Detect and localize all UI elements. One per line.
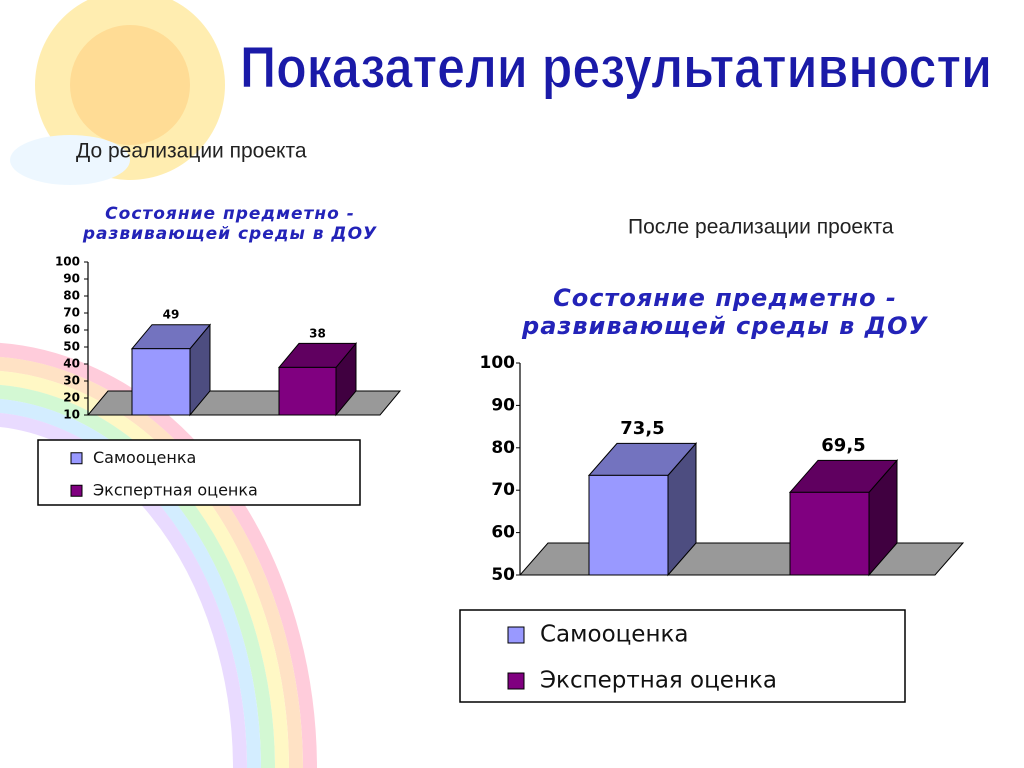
y-tick-label: 40: [63, 357, 80, 371]
y-tick-label: 30: [63, 374, 80, 388]
bar: [278, 366, 337, 416]
y-tick-label: 60: [491, 523, 515, 543]
chart-title-box: Состояние предметно - развивающей среды …: [82, 205, 378, 244]
caption: После реализации проекта: [628, 216, 894, 239]
bar: [131, 348, 191, 416]
bar: [789, 491, 870, 576]
y-tick-label: 100: [480, 353, 516, 373]
y-tick-label: 60: [63, 323, 80, 337]
legend-swatch: [70, 452, 83, 465]
slide-title: Показатели результативности: [240, 35, 992, 100]
y-tick-label: 10: [63, 408, 80, 422]
value-label: 73,5: [620, 418, 664, 439]
caption: До реализации проекта: [76, 140, 307, 163]
chart-title: Состояние предметно - развивающей среды …: [82, 205, 378, 244]
bar: [588, 474, 669, 576]
y-tick-label: 80: [63, 289, 80, 303]
y-tick-label: 50: [63, 340, 80, 354]
legend-swatch: [507, 626, 525, 644]
y-tick-label: 90: [63, 272, 80, 286]
legend-swatch: [70, 484, 83, 497]
y-tick-label: 20: [63, 391, 80, 405]
y-tick-label: 70: [491, 480, 515, 500]
value-label: 38: [309, 326, 326, 340]
y-tick-label: 50: [491, 565, 515, 585]
chart-title-box: Состояние предметно - развивающей среды …: [522, 285, 928, 340]
y-tick-label: 90: [491, 395, 515, 415]
legend-label: Экспертная оценка: [93, 480, 258, 499]
y-tick-label: 100: [55, 255, 80, 269]
legend-label: Самооценка: [540, 622, 688, 648]
value-label: 49: [163, 308, 180, 322]
y-tick-label: 70: [63, 306, 80, 320]
legend-label: Экспертная оценка: [540, 668, 777, 694]
legend-label: Самооценка: [93, 448, 196, 467]
legend-box: [37, 439, 361, 506]
legend-box: [459, 609, 906, 703]
y-tick-label: 80: [491, 438, 515, 458]
chart-title: Состояние предметно - развивающей среды …: [522, 285, 928, 340]
value-label: 69,5: [821, 435, 865, 456]
floor: [518, 542, 965, 576]
sun: [10, 0, 225, 185]
legend-swatch: [507, 672, 525, 690]
